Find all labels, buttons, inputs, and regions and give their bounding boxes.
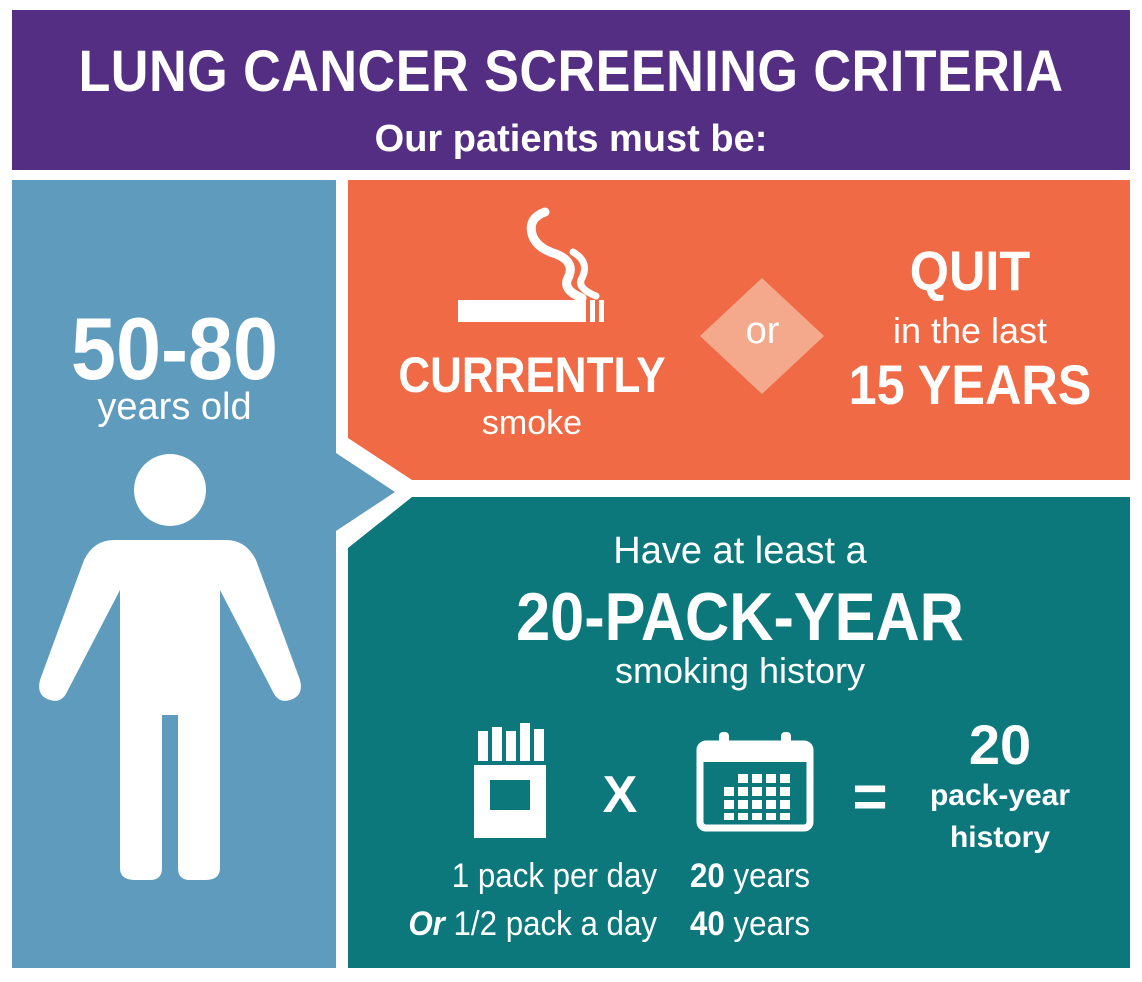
example-2-prefix: Or xyxy=(408,905,445,943)
quit-sub: in the last xyxy=(892,310,1048,351)
example-2-years-num: 40 xyxy=(690,905,725,943)
quit-title: QUIT xyxy=(909,239,1031,302)
pack-year-sub: smoking history xyxy=(614,650,866,691)
currently-title: CURRENTLY xyxy=(398,347,666,403)
result-number: 20 xyxy=(968,713,1032,776)
cigarette-pack-icon xyxy=(474,723,546,838)
example-2-pack-text: 1/2 pack a day xyxy=(453,905,657,943)
header-banner: LUNG CANCER SCREENING CRITERIA Our patie… xyxy=(12,10,1130,170)
page-title: LUNG CANCER SCREENING CRITERIA xyxy=(78,39,1064,104)
cigarette-icon xyxy=(458,207,604,322)
example-2-years-label: years xyxy=(733,905,810,943)
or-label: or xyxy=(745,310,780,352)
example-1-years-num: 20 xyxy=(690,857,725,895)
example-2-pack: Or 1/2 pack a day xyxy=(395,905,657,944)
result-label-1: pack-year xyxy=(929,779,1071,812)
equals-sign: = xyxy=(852,763,888,830)
pack-year-intro: Have at least a xyxy=(613,530,867,572)
example-1-pack: 1 pack per day xyxy=(395,857,657,896)
example-1-years-label: years xyxy=(733,857,810,895)
person-icon xyxy=(39,454,301,880)
page-subtitle: Our patients must be: xyxy=(374,118,768,160)
pack-year-panel xyxy=(348,497,1130,968)
result-label-2: history xyxy=(949,821,1051,854)
or-diamond xyxy=(700,278,824,394)
calendar-icon xyxy=(696,732,814,832)
example-2-years: 40 years xyxy=(690,905,837,944)
age-label: years old xyxy=(97,386,252,428)
currently-sub: smoke xyxy=(481,404,583,442)
example-1-pack-text: 1 pack per day xyxy=(451,857,657,895)
age-range: 50-80 xyxy=(70,299,279,398)
example-1-years: 20 years xyxy=(690,857,837,896)
times-sign: X xyxy=(602,766,638,824)
quit-years: 15 YEARS xyxy=(848,353,1092,416)
pack-year-headline: 20-PACK-YEAR xyxy=(516,579,964,655)
